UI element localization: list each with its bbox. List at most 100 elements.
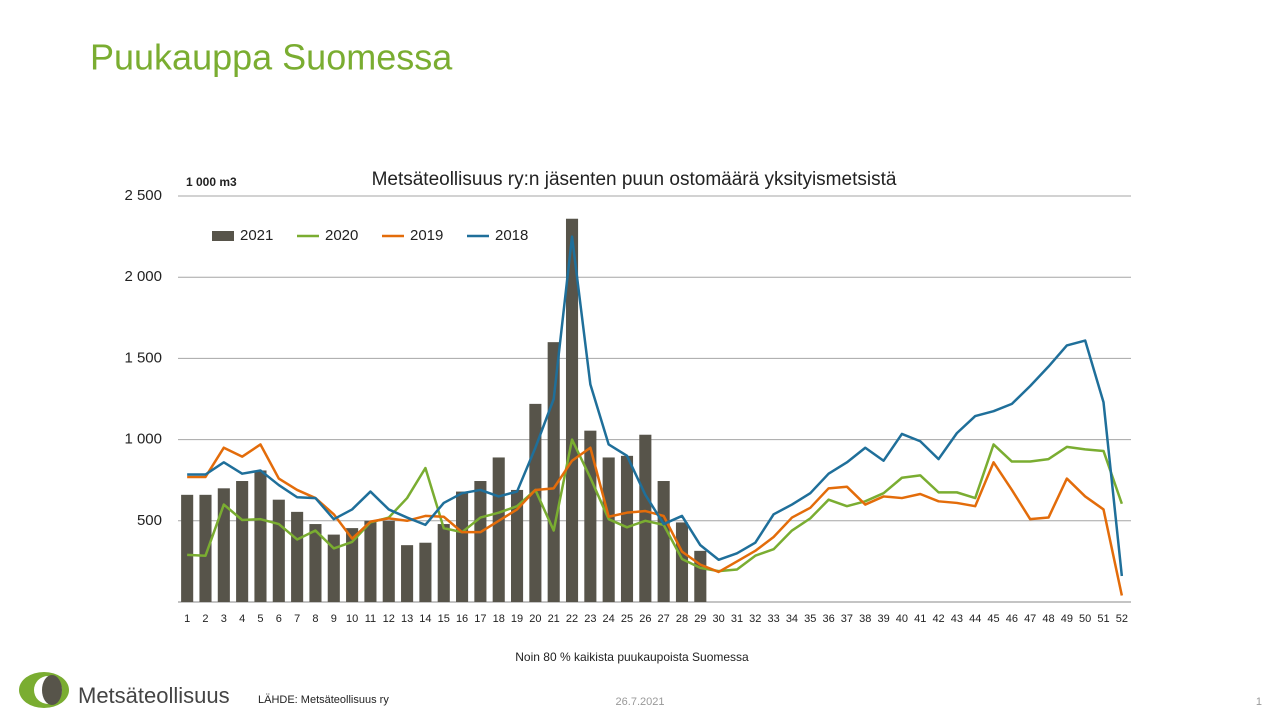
bar — [199, 494, 212, 602]
bar — [382, 520, 395, 602]
bar — [419, 542, 432, 602]
x-tick-label: 32 — [749, 613, 761, 625]
bar — [437, 524, 450, 602]
x-tick-label: 19 — [511, 613, 523, 625]
bar — [272, 499, 285, 602]
x-tick-label: 4 — [239, 613, 245, 625]
line-series — [187, 438, 1124, 573]
x-tick-label: 43 — [951, 613, 963, 625]
x-tick-label: 31 — [731, 613, 743, 625]
x-tick-label: 7 — [294, 613, 300, 625]
x-tick-label: 25 — [621, 613, 633, 625]
x-tick-label: 48 — [1042, 613, 1054, 625]
page-number: 1 — [1256, 696, 1262, 708]
slide-title: Puukauppa Suomessa — [90, 37, 453, 78]
x-tick-label: 41 — [914, 613, 926, 625]
x-tick-label: 34 — [786, 613, 798, 625]
x-tick-label: 50 — [1079, 613, 1091, 625]
bar — [639, 434, 652, 602]
x-tick-label: 52 — [1116, 613, 1128, 625]
legend-label: 2021 — [240, 227, 273, 244]
bar — [217, 488, 230, 602]
x-tick-label: 42 — [932, 613, 944, 625]
x-tick-label: 12 — [383, 613, 395, 625]
x-tick-label: 16 — [456, 613, 468, 625]
x-tick-label: 40 — [896, 613, 908, 625]
y-tick-label: 2 000 — [124, 268, 162, 285]
chart-title: Metsäteollisuus ry:n jäsenten puun ostom… — [372, 169, 897, 190]
x-tick-label: 1 — [184, 613, 190, 625]
x-tick-label: 8 — [312, 613, 318, 625]
line-series — [187, 235, 1124, 577]
bar — [327, 534, 340, 602]
bar — [291, 511, 304, 602]
x-tick-label: 33 — [768, 613, 780, 625]
bar — [547, 342, 560, 602]
bar — [565, 218, 579, 602]
x-tick-label: 11 — [365, 613, 376, 625]
x-tick-label: 13 — [401, 613, 413, 625]
chart-note: Noin 80 % kaikista puukaupoista Suomessa — [515, 650, 749, 664]
bar — [511, 489, 524, 602]
x-tick-label: 22 — [566, 613, 578, 625]
x-tick-label: 6 — [276, 613, 282, 625]
x-tick-label: 38 — [859, 613, 871, 625]
x-tick-label: 9 — [331, 613, 337, 625]
bar — [364, 520, 377, 602]
x-tick-label: 5 — [257, 613, 263, 625]
x-tick-label: 20 — [529, 613, 541, 625]
legend-label: 2020 — [325, 227, 358, 244]
legend-label: 2018 — [495, 227, 528, 244]
x-tick-label: 23 — [584, 613, 596, 625]
x-tick-label: 49 — [1061, 613, 1073, 625]
x-tick-label: 44 — [969, 613, 981, 625]
bar — [602, 457, 615, 602]
bar — [181, 494, 194, 602]
x-tick-label: 14 — [419, 613, 431, 625]
x-tick-label: 47 — [1024, 613, 1036, 625]
x-tick-label: 29 — [694, 613, 706, 625]
x-tick-label: 15 — [438, 613, 450, 625]
bar — [309, 524, 322, 602]
x-tick-label: 45 — [987, 613, 999, 625]
bar — [620, 455, 634, 602]
bar — [675, 522, 689, 602]
x-tick-label: 10 — [346, 613, 358, 625]
x-tick-label: 36 — [822, 613, 834, 625]
x-tick-label: 28 — [676, 613, 688, 625]
bar — [236, 481, 249, 602]
unit-label: 1 000 m3 — [186, 175, 237, 189]
legend-swatch — [212, 231, 234, 241]
logo-text: Metsäteollisuus — [78, 683, 230, 708]
x-tick-label: 27 — [658, 613, 670, 625]
x-tick-label: 2 — [202, 613, 208, 625]
bar — [401, 545, 414, 602]
bar — [584, 430, 597, 602]
source: LÄHDE: Metsäteollisuus ry — [258, 694, 389, 706]
line-series — [187, 443, 1124, 596]
bar — [694, 550, 707, 602]
y-tick-label: 2 500 — [124, 187, 162, 204]
logo-mark — [19, 672, 69, 708]
x-tick-label: 51 — [1097, 613, 1109, 625]
x-tick-label: 3 — [221, 613, 227, 625]
y-tick-label: 1 500 — [124, 349, 162, 366]
x-tick-label: 21 — [548, 613, 560, 625]
x-tick-label: 30 — [713, 613, 725, 625]
bar — [254, 470, 267, 602]
x-tick-label: 18 — [493, 613, 505, 625]
x-tick-label: 46 — [1006, 613, 1018, 625]
x-tick-label: 17 — [474, 613, 486, 625]
date: 26.7.2021 — [616, 696, 665, 708]
x-tick-label: 37 — [841, 613, 853, 625]
bar — [456, 491, 469, 602]
x-tick-label: 24 — [603, 613, 615, 625]
x-tick-label: 39 — [877, 613, 889, 625]
x-tick-label: 35 — [804, 613, 816, 625]
bar — [346, 528, 359, 602]
y-tick-label: 1 000 — [124, 431, 162, 448]
bar — [657, 481, 670, 602]
bar — [474, 481, 487, 602]
legend-label: 2019 — [410, 227, 443, 244]
